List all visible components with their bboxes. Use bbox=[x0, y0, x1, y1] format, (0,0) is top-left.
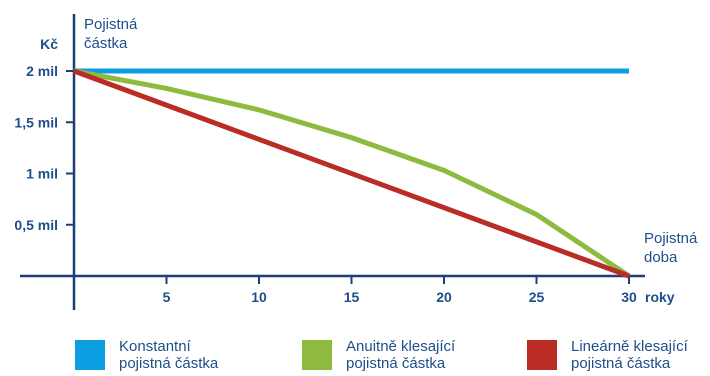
y-tick-label-0: 0,5 mil bbox=[14, 217, 58, 233]
legend-item-konstantni: Konstantní pojistná částka bbox=[75, 338, 279, 372]
x-axis-title: Pojistná doba bbox=[644, 229, 697, 267]
y-axis-title: Pojistná částka bbox=[84, 15, 137, 53]
legend-label-linearne: Lineárně klesající pojistná částka bbox=[571, 338, 710, 372]
legend-label-linearne-line2: pojistná částka bbox=[571, 355, 671, 372]
legend-swatch-linearne bbox=[527, 340, 557, 370]
legend-item-anuitne: Anuitně klesající pojistná částka bbox=[302, 338, 506, 372]
y-axis-title-line1: Pojistná bbox=[84, 16, 138, 33]
legend-label-anuitne: Anuitně klesající pojistná částka bbox=[346, 338, 506, 372]
legend-label-linearne-line1: Lineárně klesající bbox=[571, 338, 688, 355]
x-tick-label-4: 25 bbox=[529, 289, 545, 305]
y-tick-label-1: 1 mil bbox=[26, 166, 58, 182]
legend-label-konstantni-line2: pojistná částka bbox=[119, 355, 219, 372]
series-line-anuitne bbox=[73, 68, 631, 279]
x-tick-label-5: 30 bbox=[621, 289, 637, 305]
legend-swatch-konstantni bbox=[75, 340, 105, 370]
x-unit-label: roky bbox=[645, 289, 675, 305]
legend-label-anuitne-line2: pojistná částka bbox=[346, 355, 446, 372]
x-axis-title-line2: doba bbox=[644, 249, 678, 266]
legend-label-anuitne-line1: Anuitně klesající bbox=[346, 338, 456, 355]
series-line-linearne bbox=[73, 68, 630, 279]
x-tick-label-1: 10 bbox=[251, 289, 267, 305]
x-tick-label-3: 20 bbox=[436, 289, 452, 305]
x-tick-label-0: 5 bbox=[163, 289, 171, 305]
chart: Kč 0,5 mil 1 mil 1,5 mil 2 mil 5 10 15 20 25 30 rok… bbox=[14, 14, 675, 310]
legend-label-konstantni: Konstantní pojistná částka bbox=[119, 338, 279, 372]
legend-label-konstantni-line1: Konstantní bbox=[119, 338, 191, 355]
x-tick-label-2: 15 bbox=[344, 289, 360, 305]
y-tick-label-2: 1,5 mil bbox=[14, 114, 58, 130]
legend: Konstantní pojistná částka Anuitně klesa… bbox=[0, 338, 710, 376]
y-tick-label-3: 2 mil bbox=[26, 63, 58, 79]
y-axis-title-line2: částka bbox=[84, 35, 128, 52]
legend-swatch-anuitne bbox=[302, 340, 332, 370]
legend-item-linearne: Lineárně klesající pojistná částka bbox=[527, 338, 710, 372]
x-axis-title-line1: Pojistná bbox=[644, 230, 698, 247]
y-unit-label: Kč bbox=[40, 36, 58, 52]
